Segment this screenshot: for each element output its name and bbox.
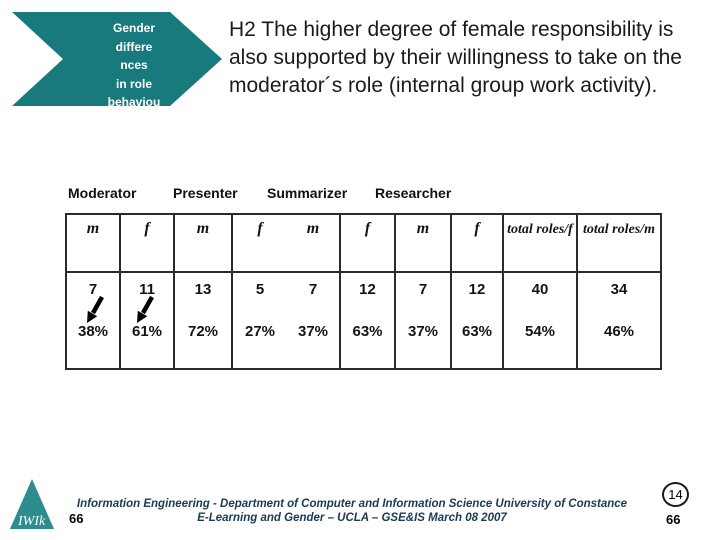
table-count-cell: 34 [610, 281, 628, 298]
table-header-cell: f [121, 215, 175, 273]
table-count-cell: 13 [175, 273, 233, 315]
table-header-cell: m [287, 215, 341, 273]
table-header-cell: total roles/f [504, 215, 578, 273]
banner-title: Gender differe nces in role behaviou r [107, 21, 161, 106]
table-percent-cell: 37% [396, 315, 452, 368]
table-percent-cell: 63% [341, 315, 396, 368]
role-label-summarizer: Summarizer [267, 185, 348, 201]
table-percent-cell: 63% [452, 315, 504, 368]
table-percent-cell: 46% [603, 323, 635, 340]
slide-number-badge: 14 [662, 482, 689, 507]
table-count-cell: 12 [452, 273, 504, 315]
results-table: m f m f m f m f total roles/f total role… [65, 213, 662, 370]
table-header-cell: f [341, 215, 396, 273]
results-table-area: Moderator Presenter Summarizer Researche… [65, 183, 685, 383]
logo-triangle-icon: IWIk [10, 479, 54, 529]
table-count-cell: 40 [504, 273, 578, 315]
role-labels-row: Moderator Presenter Summarizer Researche… [65, 183, 665, 213]
table-header-cell: m [67, 215, 121, 273]
table-header-cell: total roles/m [578, 215, 660, 273]
annotation-arrow-38-icon [87, 295, 104, 323]
table-header-cell: f [233, 215, 287, 273]
table-header-cell: m [396, 215, 452, 273]
page-number-left: 66 [69, 511, 84, 526]
annotation-arrow-61-icon [137, 295, 154, 323]
table-percent-cell: 72% [175, 315, 233, 368]
footer-line-1: Information Engineering - Department of … [76, 498, 628, 510]
table-percent-cell: 37% [287, 315, 341, 368]
table-percent-cell: 54% [504, 315, 578, 368]
table-count-cell: 7 [396, 273, 452, 315]
table-header-cell: m [175, 215, 233, 273]
footer-credits: Information Engineering - Department of … [58, 497, 646, 525]
slide-title: H2 The higher degree of female responsib… [229, 18, 682, 97]
table-count-cell: 7 [67, 273, 121, 315]
role-label-presenter: Presenter [173, 185, 238, 201]
table-percent-cell: 27% [244, 323, 276, 340]
table-count-cell: 5 [255, 281, 265, 298]
table-count-cell: 11 [121, 273, 175, 315]
banner-arrow-shape [12, 12, 222, 106]
logo-letters: IWIk [17, 514, 46, 529]
page-number-right: 66 [666, 512, 681, 527]
table-header-cell: f [452, 215, 504, 273]
table-percent-cell: 61% [121, 315, 175, 368]
role-label-moderator: Moderator [68, 185, 137, 201]
footer-line-2: E-Learning and Gender – UCLA – GSE&IS Ma… [197, 512, 507, 524]
table-percent-cell: 38% [67, 315, 121, 368]
role-label-researcher: Researcher [375, 185, 452, 201]
table-count-cell: 7 [287, 273, 341, 315]
table-count-cell: 12 [341, 273, 396, 315]
